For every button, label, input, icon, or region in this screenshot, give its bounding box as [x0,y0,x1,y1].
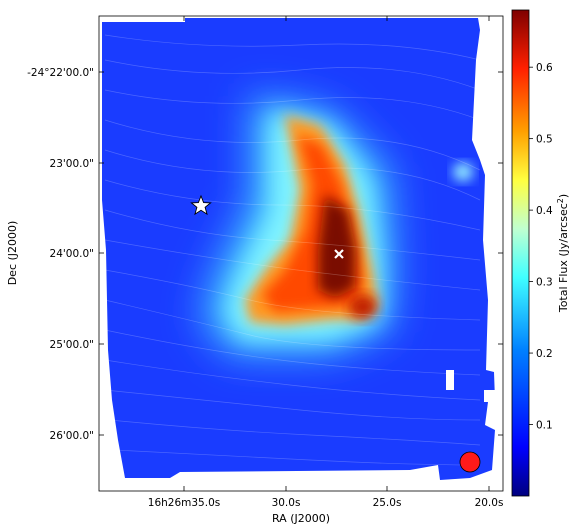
colorbar-tick-label: 0.3 [536,277,553,289]
y-tick-label: 24'00.0" [50,248,94,260]
x-tick-label: 20.0s [475,497,504,509]
x-marker [334,249,344,259]
beam-circle [459,451,481,473]
x-tick-label: 25.0s [373,497,402,509]
y-tick-label: 25'00.0" [50,339,94,351]
colorbar-tick-label: 0.4 [536,205,553,217]
colorbar-tick-label: 0.6 [536,62,553,74]
x-tick-label: 30.0s [272,497,301,509]
colorbar [511,9,530,497]
y-tick-label: 23'00.0" [50,158,94,170]
plot-frame [98,15,504,492]
star-marker [190,194,212,216]
colorbar-title: Total Flux (Jy/arcsec2) [556,194,570,313]
flux-image [99,16,503,491]
axis-ticks [99,16,503,491]
colorbar-tick-label: 0.5 [536,134,553,146]
y-tick-label: -24°22'00.0" [27,67,94,79]
colorbar-ticks: 0.1 0.2 0.3 0.4 0.5 0.6 [529,62,553,432]
y-axis-title: Dec (J2000) [6,221,19,286]
colorbar-tick-label: 0.1 [536,420,553,432]
x-axis-title: RA (J2000) [272,512,330,525]
streamlines [104,34,481,466]
x-tick-label: 16h26m35.0s [148,497,220,509]
y-tick-label: 26'00.0" [50,430,94,442]
colorbar-tick-label: 0.2 [536,348,553,360]
